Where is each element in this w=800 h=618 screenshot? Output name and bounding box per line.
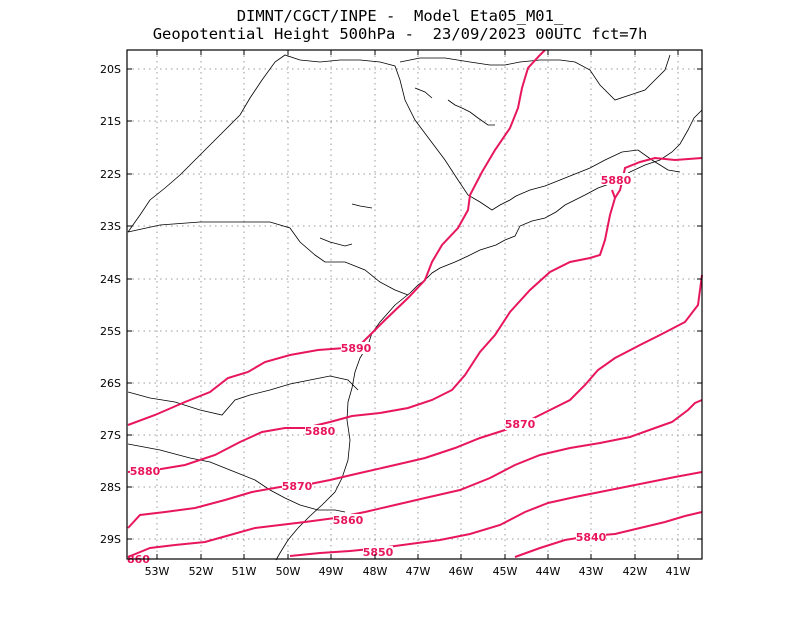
x-tick-label: 45W [493, 565, 518, 578]
x-tick-label: 52W [189, 565, 214, 578]
y-tick-label: 21S [100, 115, 121, 128]
x-axis: 53W 52W 51W 50W 49W 48W 47W 46W 45W 44W 43W 42W 41W [145, 50, 691, 578]
border-rj [515, 149, 681, 197]
x-tick-label: 43W [579, 565, 604, 578]
border-mg [399, 54, 671, 101]
x-tick-label: 49W [319, 565, 344, 578]
contour-label: 5860 [333, 514, 364, 527]
x-tick-label: 48W [363, 565, 388, 578]
contour-label: 5870 [505, 418, 536, 431]
y-tick-label: 27S [100, 429, 121, 442]
contour-label: 5880 [601, 174, 632, 187]
border-pr-sc [127, 375, 359, 416]
map-subtitle: Geopotential Height 500hPa - 23/09/2023 … [152, 25, 648, 43]
x-tick-label: 53W [145, 565, 170, 578]
contour-label: 5890 [341, 342, 372, 355]
contour-label: 5840 [576, 531, 607, 544]
coastline-south [275, 332, 373, 561]
reservoir-1 [447, 99, 495, 126]
coastline [371, 109, 703, 334]
contour-5860 [127, 399, 703, 558]
contour-5870 [127, 274, 703, 529]
contour-label: 5880 [305, 425, 336, 438]
x-tick-label: 47W [406, 565, 431, 578]
border-pr-inner [127, 221, 409, 296]
y-tick-label: 25S [100, 325, 121, 338]
contour-label: 5870 [282, 480, 313, 493]
reservoir-3 [319, 237, 353, 247]
y-tick-label: 26S [100, 377, 121, 390]
grid-lines [127, 50, 702, 559]
contour-5880-ne [614, 156, 703, 199]
y-tick-label: 28S [100, 481, 121, 494]
y-tick-label: 22S [100, 168, 121, 181]
x-tick-label: 50W [276, 565, 301, 578]
y-tick-label: 29S [100, 533, 121, 546]
map-frame [126, 49, 703, 560]
y-tick-label: 24S [100, 273, 121, 286]
y-axis: 20S 21S 22S 23S 24S 25S 26S 27S 28S 29S [100, 63, 702, 546]
x-tick-label: 51W [232, 565, 257, 578]
contour-5880 [127, 189, 617, 473]
reservoir-4 [351, 203, 373, 209]
x-tick-label: 44W [536, 565, 561, 578]
map-title: DIMNT/CGCT/INPE - Model Eta05_M01_ [236, 7, 564, 25]
x-tick-label: 46W [449, 565, 474, 578]
height-contours [127, 49, 703, 558]
x-tick-label: 41W [666, 565, 691, 578]
border-sc-rs [127, 443, 346, 513]
contour-label: 5880 [130, 465, 161, 478]
contour-5840 [514, 511, 703, 558]
reservoir-2 [414, 87, 433, 99]
border-sp-pr [127, 54, 517, 233]
y-tick-label: 23S [100, 220, 121, 233]
y-tick-label: 20S [100, 63, 121, 76]
contour-label: 5850 [363, 546, 394, 559]
x-tick-label: 42W [623, 565, 648, 578]
contour-5890 [127, 49, 546, 426]
contour-label-group: 5890 5880 5880 5870 5880 5870 5860 5850 … [127, 173, 632, 566]
geographic-borders [127, 54, 703, 561]
